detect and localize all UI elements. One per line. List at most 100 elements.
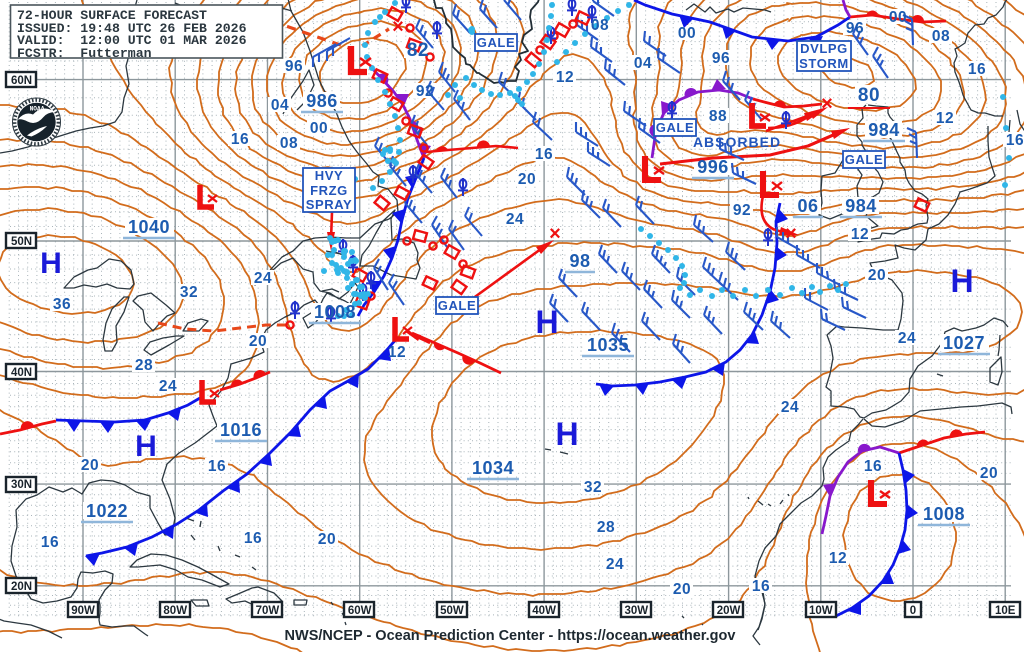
svg-text:04: 04	[271, 97, 289, 114]
svg-text:20: 20	[980, 465, 998, 482]
svg-text:92: 92	[733, 202, 751, 219]
svg-text:88: 88	[709, 108, 727, 125]
svg-text:36: 36	[53, 296, 71, 313]
svg-text:00: 00	[678, 25, 696, 42]
svg-text:24: 24	[898, 330, 916, 347]
svg-text:80W: 80W	[163, 605, 187, 617]
svg-text:GALE: GALE	[438, 298, 477, 313]
svg-text:984: 984	[845, 196, 877, 216]
svg-text:04: 04	[634, 55, 652, 72]
svg-text:16: 16	[535, 146, 553, 163]
svg-text:80: 80	[858, 85, 880, 106]
svg-text:FCSTR: Futterman: FCSTR: Futterman	[17, 46, 152, 61]
svg-text:20: 20	[518, 171, 536, 188]
svg-text:00: 00	[889, 9, 907, 26]
svg-text:ISSUED: 19:48 UTC 26 FEB 2026: ISSUED: 19:48 UTC 26 FEB 2026	[17, 21, 247, 36]
svg-text:HVY: HVY	[315, 168, 344, 183]
svg-text:70W: 70W	[256, 605, 280, 617]
svg-text:1008: 1008	[923, 504, 965, 524]
svg-text:10E: 10E	[995, 605, 1016, 617]
svg-text:GALE: GALE	[845, 152, 884, 167]
svg-text:16: 16	[864, 458, 882, 475]
svg-text:1008: 1008	[314, 302, 356, 322]
svg-text:H: H	[555, 416, 578, 452]
svg-text:24: 24	[606, 556, 624, 573]
svg-text:GALE: GALE	[656, 120, 695, 135]
svg-text:NOAA: NOAA	[30, 106, 45, 113]
svg-text:12: 12	[851, 226, 869, 243]
svg-text:60W: 60W	[348, 605, 372, 617]
svg-text:×: ×	[549, 223, 561, 245]
svg-text:12: 12	[556, 69, 574, 86]
svg-text:×: ×	[785, 223, 797, 245]
svg-text:08: 08	[280, 135, 298, 152]
svg-text:20N: 20N	[11, 581, 32, 593]
svg-text:×: ×	[821, 93, 833, 115]
svg-text:FRZG: FRZG	[310, 183, 348, 198]
svg-text:1022: 1022	[86, 501, 128, 521]
svg-text:1035: 1035	[587, 335, 629, 355]
svg-text:20: 20	[81, 457, 99, 474]
svg-text:20: 20	[249, 333, 267, 350]
svg-text:VALID: 12:00 UTC 01 MAR 2026: VALID: 12:00 UTC 01 MAR 2026	[17, 33, 247, 48]
svg-text:40W: 40W	[532, 605, 556, 617]
svg-text:0: 0	[910, 605, 916, 617]
svg-text:98: 98	[569, 251, 590, 271]
svg-text:1016: 1016	[220, 420, 262, 440]
svg-text:GALE: GALE	[477, 35, 516, 50]
svg-text:16: 16	[244, 530, 262, 547]
svg-text:96: 96	[285, 58, 303, 75]
svg-text:1034: 1034	[472, 458, 514, 478]
svg-text:96: 96	[712, 50, 730, 67]
svg-text:20: 20	[868, 267, 886, 284]
svg-text:50N: 50N	[11, 236, 32, 248]
svg-text:10W: 10W	[809, 605, 833, 617]
svg-text:16: 16	[41, 534, 59, 551]
svg-text:20: 20	[318, 531, 336, 548]
svg-text:986: 986	[306, 91, 338, 111]
svg-text:08: 08	[932, 28, 950, 45]
svg-text:H: H	[535, 304, 558, 340]
svg-text:60N: 60N	[11, 75, 32, 87]
svg-text:SPRAY: SPRAY	[306, 197, 353, 212]
svg-text:996: 996	[697, 157, 729, 177]
svg-text:92: 92	[416, 83, 434, 100]
svg-text:40N: 40N	[11, 367, 32, 379]
svg-text:28: 28	[597, 519, 615, 536]
svg-text:984: 984	[868, 120, 900, 140]
svg-text:28: 28	[135, 357, 153, 374]
svg-text:16: 16	[231, 131, 249, 148]
svg-text:DVLPG: DVLPG	[800, 41, 848, 56]
svg-text:96: 96	[846, 20, 864, 37]
svg-text:24: 24	[254, 270, 272, 287]
svg-text:16: 16	[208, 458, 226, 475]
svg-text:82: 82	[407, 40, 429, 61]
svg-text:16: 16	[1006, 132, 1024, 149]
svg-text:08: 08	[591, 17, 609, 34]
svg-text:STORM: STORM	[799, 56, 849, 71]
svg-text:90W: 90W	[71, 605, 95, 617]
svg-text:24: 24	[159, 378, 177, 395]
svg-text:32: 32	[584, 479, 602, 496]
svg-text:06: 06	[797, 196, 818, 216]
svg-text:H: H	[135, 430, 157, 463]
svg-text:16: 16	[968, 61, 986, 78]
svg-text:NWS/NCEP - Ocean Prediction Ce: NWS/NCEP - Ocean Prediction Center - htt…	[285, 628, 736, 644]
svg-text:30N: 30N	[11, 479, 32, 491]
svg-text:12: 12	[829, 550, 847, 567]
svg-text:12: 12	[936, 110, 954, 127]
svg-text:ABSORBED: ABSORBED	[693, 134, 781, 150]
svg-text:12: 12	[388, 344, 406, 361]
svg-text:20: 20	[673, 581, 691, 598]
svg-text:H: H	[40, 247, 62, 280]
svg-text:00: 00	[310, 120, 328, 137]
svg-text:50W: 50W	[440, 605, 464, 617]
svg-text:32: 32	[180, 284, 198, 301]
svg-text:30W: 30W	[625, 605, 649, 617]
svg-text:24: 24	[506, 211, 524, 228]
svg-text:72-HOUR SURFACE FORECAST: 72-HOUR SURFACE FORECAST	[17, 8, 207, 23]
svg-text:1040: 1040	[128, 217, 170, 237]
svg-text:20W: 20W	[717, 605, 741, 617]
svg-text:1027: 1027	[943, 333, 985, 353]
svg-text:H: H	[950, 263, 973, 299]
